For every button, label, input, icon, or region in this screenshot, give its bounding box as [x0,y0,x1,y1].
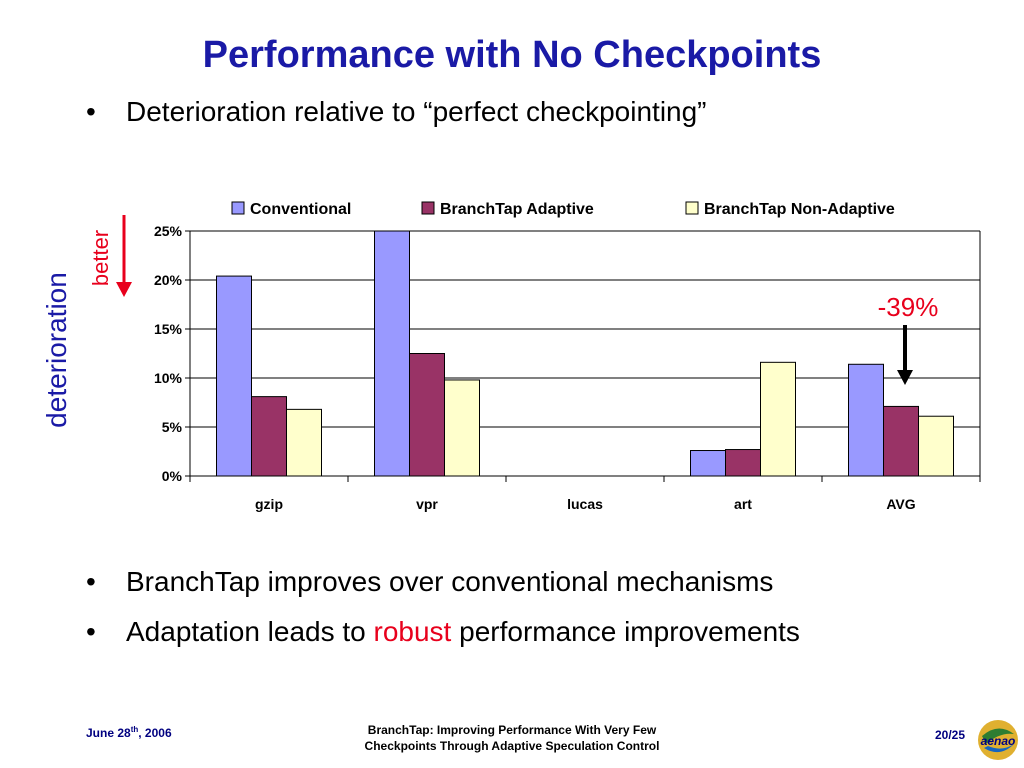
footer-title-line-1: BranchTap: Improving Performance With Ve… [367,723,657,737]
bullet-marker: • [86,96,96,127]
legend-label: BranchTap Adaptive [440,201,594,218]
bar-conventional [690,450,726,477]
annotation-arrow-head [897,370,913,385]
legend-label: BranchTap Non-Adaptive [704,201,895,218]
bar-branchtap-non-adaptive [918,415,954,477]
bullet-2: • BranchTap improves over conventional me… [86,566,773,598]
better-label: better [88,230,113,286]
aenao-logo: aenao [978,720,1018,760]
chart: 0% 5% 10% 15% 20% 25% gzip vpr lucas art AVG Conven… [41,201,981,512]
y-tick-label: 15% [154,321,183,337]
y-axis-side-label: deterioration [41,272,72,428]
bullet-1-text: Deterioration relative to “perfect check… [126,96,707,127]
bullet-2-text: BranchTap improves over conventional mec… [126,566,774,597]
footer-title-line-2: Checkpoints Through Adaptive Speculation… [364,739,660,753]
footer-date: June 28th, 2006 [86,725,172,740]
slide-title: Performance with No Checkpoints [202,34,822,76]
bar-conventional [374,230,410,477]
bullet-1: • Deterioration relative to “perfect chec… [86,96,707,128]
bar-branchtap-non-adaptive [286,408,322,477]
bar-branchtap-adaptive [725,449,761,477]
footer-paper-title: BranchTap: Improving Performance With Ve… [300,722,724,754]
x-tick-label: lucas [567,496,603,512]
legend-swatch [421,201,435,215]
bar-branchtap-adaptive [883,405,919,477]
bullet-marker: • [86,616,96,647]
bullet-marker: • [86,566,96,597]
reduction-annotation: -39% [878,292,939,322]
y-tick-label: 25% [154,223,183,239]
legend-swatch [231,201,245,215]
bar-branchtap-adaptive [251,396,287,477]
x-tick-label: vpr [416,496,438,512]
bullet-3: • Adaptation leads to robust performance … [86,616,800,648]
y-tick-label: 0% [162,468,183,484]
bar-conventional [848,363,884,477]
bar-branchtap-non-adaptive [760,361,796,477]
bullet-3-text-post: performance improvements [451,616,800,647]
footer-date-year: , 2006 [138,726,172,740]
y-tick-label: 20% [154,272,183,288]
better-arrow-head [116,282,132,297]
legend-label: Conventional [250,201,351,218]
bar-branchtap-non-adaptive [444,379,480,477]
x-tick-label: art [734,496,752,512]
footer-page-number: 20/25 [935,728,966,742]
bullet-3-text-pre: Adaptation leads to [126,616,374,647]
bullet-3-highlight: robust [373,616,452,647]
legend-swatch [685,201,699,215]
logo-text: aenao [981,734,1016,748]
x-tick-label: AVG [886,496,915,512]
y-tick-label: 5% [162,419,183,435]
footer-date-sup: th [130,725,139,734]
bar-branchtap-adaptive [409,353,445,477]
x-tick-label: gzip [255,496,283,512]
bar-conventional [216,275,252,477]
y-tick-label: 10% [154,370,183,386]
footer-date-main: June 28 [86,726,131,740]
